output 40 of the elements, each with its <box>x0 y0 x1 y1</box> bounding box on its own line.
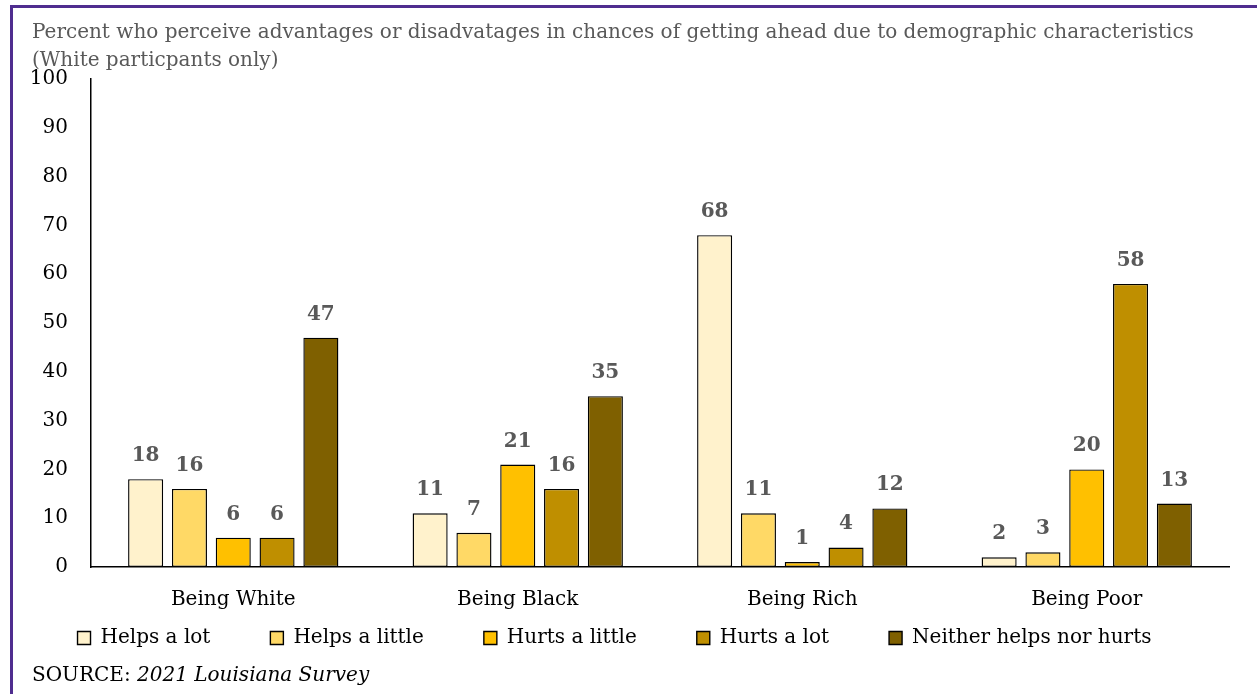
data-label: 13 <box>1160 466 1189 491</box>
y-tick-label: 0 <box>55 553 68 578</box>
legend-label: Helps a little <box>293 624 424 649</box>
data-label: 3 <box>1035 515 1050 540</box>
data-label: 16 <box>175 451 204 476</box>
legend-label: Hurts a little <box>506 624 637 649</box>
data-label: 58 <box>1116 246 1145 271</box>
data-label: 12 <box>875 471 904 496</box>
legend-label: Neither helps nor hurts <box>912 624 1152 649</box>
data-label: 16 <box>547 451 576 476</box>
data-label: 7 <box>466 495 481 520</box>
data-label: 21 <box>503 427 532 452</box>
x-tick-label: Being Rich <box>746 586 858 611</box>
y-tick-label: 20 <box>42 455 68 480</box>
data-label: 4 <box>839 510 854 535</box>
y-tick-label: 40 <box>42 358 68 382</box>
data-label: 68 <box>700 198 729 223</box>
y-tick-label: 30 <box>42 406 68 431</box>
data-label: 2 <box>992 520 1007 545</box>
data-label: 11 <box>744 476 773 501</box>
x-tick-label: Being Black <box>457 586 580 611</box>
data-label: 6 <box>270 500 285 525</box>
y-tick-label: 10 <box>42 504 68 529</box>
data-label: 47 <box>306 300 335 325</box>
legend-label: Hurts a lot <box>719 624 830 649</box>
y-tick-label: 80 <box>42 162 68 187</box>
y-tick-label: 70 <box>42 211 68 236</box>
data-label: 6 <box>226 500 241 525</box>
data-label: 1 <box>795 525 810 550</box>
x-tick-label: Being Poor <box>1031 586 1143 611</box>
y-tick-label: 60 <box>42 260 68 285</box>
data-label: 11 <box>416 476 445 501</box>
x-tick-label: Being White <box>170 586 296 611</box>
y-tick-label: 50 <box>42 309 68 334</box>
y-tick-label: 90 <box>42 114 68 138</box>
legend-label: Helps a lot <box>100 624 211 649</box>
data-label: 35 <box>591 359 620 384</box>
data-label: 20 <box>1072 432 1101 457</box>
source-note: SOURCE: 2021 Louisiana Survey <box>32 662 370 686</box>
data-label: 18 <box>131 442 160 467</box>
